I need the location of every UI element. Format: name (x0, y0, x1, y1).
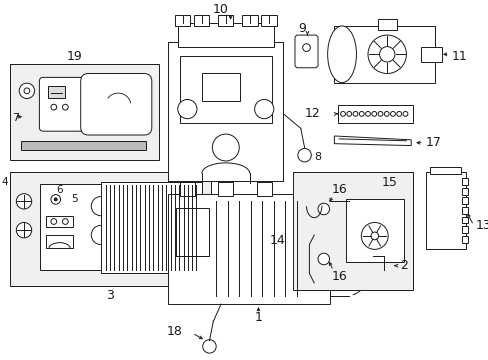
Bar (46, 235, 73, 248)
Bar (21, 141, 146, 150)
Bar (48, 86, 65, 98)
Bar (10, 64, 158, 160)
Text: 10: 10 (213, 3, 228, 15)
Circle shape (16, 194, 32, 209)
Circle shape (254, 99, 273, 119)
Circle shape (365, 112, 369, 116)
Bar (461, 188, 467, 195)
Text: 16: 16 (331, 183, 346, 196)
Bar (168, 194, 329, 304)
Circle shape (402, 112, 407, 116)
Circle shape (297, 148, 311, 162)
Text: 8: 8 (314, 152, 321, 162)
Bar (41, 184, 107, 270)
Bar (179, 182, 195, 195)
Circle shape (384, 112, 388, 116)
Circle shape (396, 112, 401, 116)
Circle shape (19, 83, 35, 99)
Bar (175, 15, 190, 26)
Bar (194, 15, 209, 26)
Circle shape (359, 112, 364, 116)
Bar (377, 19, 396, 30)
Circle shape (367, 35, 406, 73)
FancyBboxPatch shape (294, 35, 317, 68)
Text: 15: 15 (381, 176, 396, 189)
Bar (46, 216, 73, 227)
Bar (242, 15, 257, 26)
Bar (261, 15, 276, 26)
Bar (179, 56, 271, 123)
Bar (168, 42, 283, 181)
Ellipse shape (327, 26, 356, 83)
Circle shape (371, 112, 376, 116)
Circle shape (51, 195, 61, 204)
Circle shape (317, 253, 329, 265)
Bar (10, 172, 211, 286)
Bar (294, 182, 310, 195)
Bar (461, 236, 467, 243)
Bar (178, 23, 273, 46)
Text: 7: 7 (13, 113, 20, 123)
Bar (461, 226, 467, 233)
Circle shape (51, 219, 57, 224)
Bar (420, 46, 441, 62)
Circle shape (51, 104, 57, 110)
Circle shape (24, 88, 30, 94)
Bar (218, 182, 233, 195)
Bar (334, 26, 434, 83)
Text: 4: 4 (1, 177, 8, 187)
Bar (461, 207, 467, 214)
Bar (218, 15, 233, 26)
Circle shape (361, 222, 387, 249)
Circle shape (317, 203, 329, 215)
Bar (176, 208, 209, 256)
Text: 12: 12 (305, 107, 320, 120)
Circle shape (340, 112, 345, 116)
Circle shape (352, 112, 357, 116)
Bar (101, 182, 202, 273)
Bar (292, 172, 412, 290)
Text: 18: 18 (166, 324, 182, 338)
Text: 5: 5 (71, 194, 78, 204)
Text: 3: 3 (106, 289, 114, 302)
Bar (256, 182, 271, 195)
Circle shape (377, 112, 382, 116)
Text: 2: 2 (399, 259, 407, 272)
Circle shape (178, 99, 197, 119)
Text: 6: 6 (56, 185, 63, 195)
Text: 14: 14 (269, 234, 285, 247)
Circle shape (62, 104, 68, 110)
Bar (202, 73, 240, 102)
Text: 11: 11 (451, 50, 467, 63)
Text: 19: 19 (66, 50, 82, 63)
Bar (345, 199, 403, 262)
Circle shape (370, 232, 378, 240)
Text: 16: 16 (331, 270, 346, 283)
Bar (461, 178, 467, 185)
Circle shape (62, 219, 68, 224)
Circle shape (346, 112, 351, 116)
Bar (425, 172, 465, 249)
Circle shape (302, 44, 310, 51)
Circle shape (212, 134, 239, 161)
Circle shape (203, 340, 216, 353)
FancyBboxPatch shape (40, 77, 83, 131)
Bar (461, 217, 467, 224)
FancyBboxPatch shape (81, 73, 151, 135)
Bar (338, 105, 412, 122)
Polygon shape (334, 136, 410, 145)
Bar (429, 167, 460, 174)
Circle shape (379, 46, 394, 62)
Text: 13: 13 (475, 219, 488, 232)
Bar (461, 198, 467, 204)
Text: 17: 17 (425, 136, 441, 149)
Circle shape (16, 222, 32, 238)
Text: 9: 9 (298, 22, 306, 35)
Text: 1: 1 (254, 311, 262, 324)
Circle shape (390, 112, 395, 116)
Circle shape (54, 198, 57, 201)
